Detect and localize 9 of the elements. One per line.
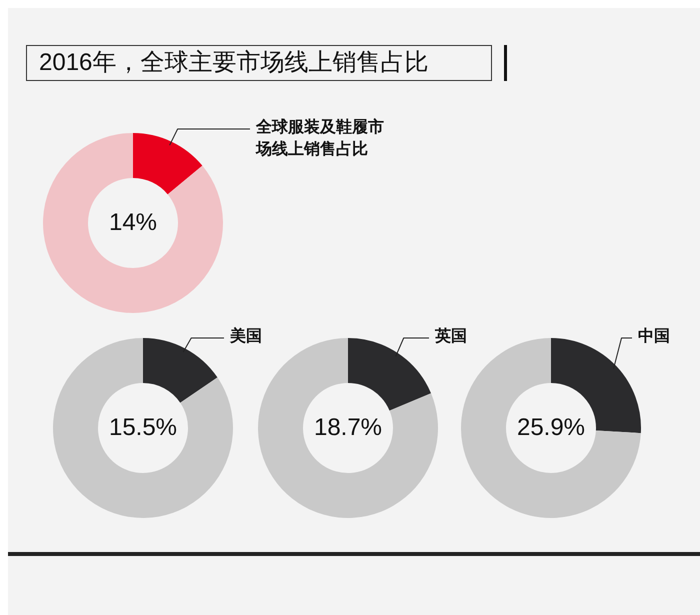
chart-title: 2016年，全球主要市场线上销售占比 [26,45,492,81]
slice-label: 全球服装及鞋履市场线上销售占比 [256,117,384,160]
slice-label: 美国 [230,326,263,347]
slice-label: 英国 [435,326,468,347]
data-label: 15.5% [108,414,178,442]
data-label: 14% [108,209,158,237]
slice-label: 中国 [638,326,671,347]
data-label: 25.9% [516,414,586,442]
data-label: 18.7% [314,414,382,442]
